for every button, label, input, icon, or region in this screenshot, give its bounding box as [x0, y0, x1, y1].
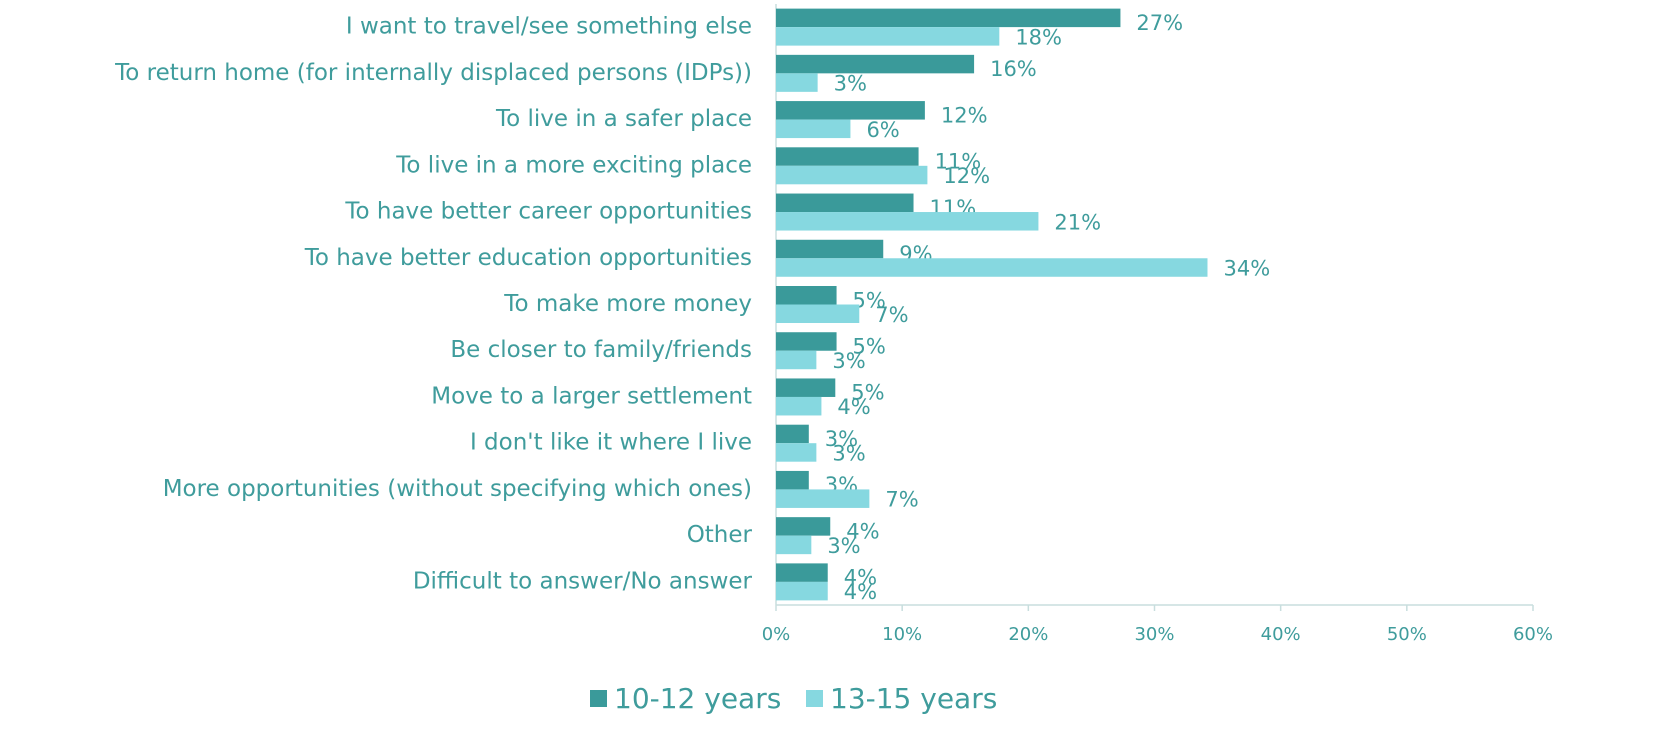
bar — [776, 535, 812, 555]
data-label: 5% — [853, 334, 886, 358]
data-label: 27% — [1136, 11, 1183, 35]
category-label: More opportunities (without specifying w… — [163, 476, 752, 502]
bar — [776, 212, 1039, 231]
x-tick-label: 10% — [882, 624, 922, 645]
category-label: To live in a safer place — [495, 106, 752, 132]
bar — [776, 73, 818, 92]
bar — [776, 443, 817, 462]
x-tick-label: 20% — [1008, 624, 1048, 645]
bar — [776, 165, 928, 185]
bar — [776, 54, 975, 74]
data-label: 4% — [846, 519, 879, 543]
data-label: 12% — [943, 164, 990, 188]
x-tick-label: 30% — [1134, 624, 1174, 645]
category-label: Be closer to family/friends — [450, 337, 752, 363]
data-label: 6% — [866, 118, 899, 142]
data-label: 3% — [832, 441, 865, 465]
data-label: 4% — [844, 580, 877, 604]
category-label: To return home (for internally displaced… — [114, 60, 752, 86]
x-tick-label: 0% — [762, 624, 791, 645]
bar — [776, 470, 809, 490]
bar — [776, 193, 914, 213]
bar — [776, 8, 1121, 28]
x-tick-label: 60% — [1513, 624, 1553, 645]
data-label: 3% — [832, 349, 865, 373]
legend-label: 10-12 years — [614, 682, 781, 715]
bar — [776, 563, 828, 582]
bar — [776, 424, 809, 444]
legend-swatch — [806, 690, 823, 707]
bar — [776, 147, 919, 166]
bar — [776, 258, 1208, 277]
bar — [776, 239, 884, 259]
legend-label: 13-15 years — [830, 682, 997, 715]
bar — [776, 332, 837, 351]
x-tick-label: 40% — [1261, 624, 1301, 645]
data-label: 18% — [1015, 25, 1062, 49]
data-label: 21% — [1054, 210, 1101, 234]
category-label: Difficult to answer/No answer — [413, 568, 753, 594]
category-label: To have better education opportunities — [304, 245, 752, 271]
category-label: Other — [687, 522, 753, 548]
bar — [776, 304, 860, 323]
bar — [776, 27, 1000, 46]
data-label: 34% — [1223, 257, 1270, 281]
data-label: 3% — [834, 72, 867, 96]
data-label: 4% — [844, 566, 877, 590]
bar — [776, 396, 822, 416]
data-label: 4% — [837, 395, 870, 419]
data-label: 3% — [825, 427, 858, 451]
data-label: 5% — [851, 381, 884, 405]
bar — [776, 517, 831, 536]
data-label: 7% — [875, 303, 908, 327]
data-label: 11% — [935, 150, 982, 174]
bar — [776, 581, 828, 601]
legend-swatch — [590, 690, 607, 707]
data-label: 3% — [827, 534, 860, 558]
bar — [776, 378, 836, 397]
category-label: To live in a more exciting place — [395, 152, 752, 178]
bar — [776, 101, 925, 120]
bar — [776, 119, 851, 139]
category-label: To make more money — [503, 291, 752, 317]
category-label: I don't like it where I live — [470, 430, 752, 456]
data-label: 16% — [990, 57, 1037, 81]
category-label: Move to a larger settlement — [431, 383, 752, 409]
x-tick-label: 50% — [1387, 624, 1427, 645]
data-label: 12% — [941, 103, 988, 127]
category-label: I want to travel/see something else — [346, 14, 752, 40]
bar — [776, 350, 817, 370]
data-label: 7% — [885, 488, 918, 512]
bar — [776, 286, 837, 305]
category-label: To have better career opportunities — [344, 199, 752, 225]
bar — [776, 489, 870, 508]
